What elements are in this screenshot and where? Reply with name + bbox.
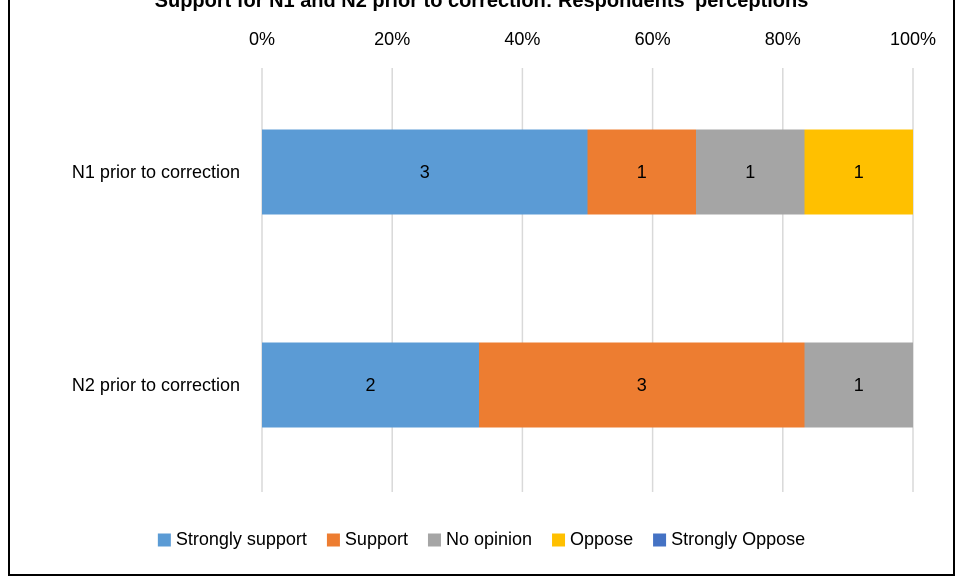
legend-swatch — [653, 533, 667, 547]
bar-segment — [262, 129, 588, 215]
legend-item: Support — [326, 529, 408, 549]
legend-swatch — [552, 533, 566, 547]
legend-item: Strongly Oppose — [653, 529, 805, 549]
bar-segment — [262, 342, 479, 428]
data-labels: 3 1 1 1 2 3 1 — [365, 162, 863, 395]
legend-label: Strongly Oppose — [671, 529, 805, 549]
bar-segment — [804, 342, 913, 428]
category-labels: N1 prior to correction N2 prior to correc… — [72, 162, 240, 395]
data-label: 2 — [365, 375, 375, 395]
legend-item: Strongly support — [157, 529, 307, 549]
x-tick-label: 60% — [635, 29, 671, 49]
data-label: 1 — [854, 375, 864, 395]
bar-segment — [587, 129, 696, 215]
legend-label: Strongly support — [176, 529, 307, 549]
bar-segment — [479, 342, 805, 428]
legend-label: Oppose — [570, 529, 633, 549]
chart-frame: Support for N1 and N2 prior to correctio… — [8, 0, 955, 576]
data-label: 1 — [637, 162, 647, 182]
legend-swatch — [326, 533, 340, 547]
category-label: N2 prior to correction — [72, 375, 240, 395]
legend-item: No opinion — [427, 529, 532, 549]
data-label: 3 — [420, 162, 430, 182]
bar-segment — [804, 129, 913, 215]
chart-title: Support for N1 and N2 prior to correctio… — [154, 0, 809, 12]
data-label: 3 — [637, 375, 647, 395]
x-tick-label: 100% — [890, 29, 936, 49]
bar-segment — [696, 129, 805, 215]
data-label: 1 — [745, 162, 755, 182]
x-tick-label: 20% — [374, 29, 410, 49]
x-tick-label: 40% — [504, 29, 540, 49]
x-tick-label: 0% — [249, 29, 275, 49]
legend: Strongly support Support No opinion Oppose S… — [157, 529, 805, 549]
category-label: N1 prior to correction — [72, 162, 240, 182]
legend-item: Oppose — [552, 529, 633, 549]
legend-swatch — [157, 533, 171, 547]
bar-segments — [262, 129, 913, 428]
x-tick-label: 80% — [765, 29, 801, 49]
legend-label: No opinion — [446, 529, 532, 549]
x-axis-tick-labels: 0% 20% 40% 60% 80% 100% — [249, 29, 936, 49]
data-label: 1 — [854, 162, 864, 182]
legend-label: Support — [345, 529, 408, 549]
legend-swatch — [427, 533, 441, 547]
